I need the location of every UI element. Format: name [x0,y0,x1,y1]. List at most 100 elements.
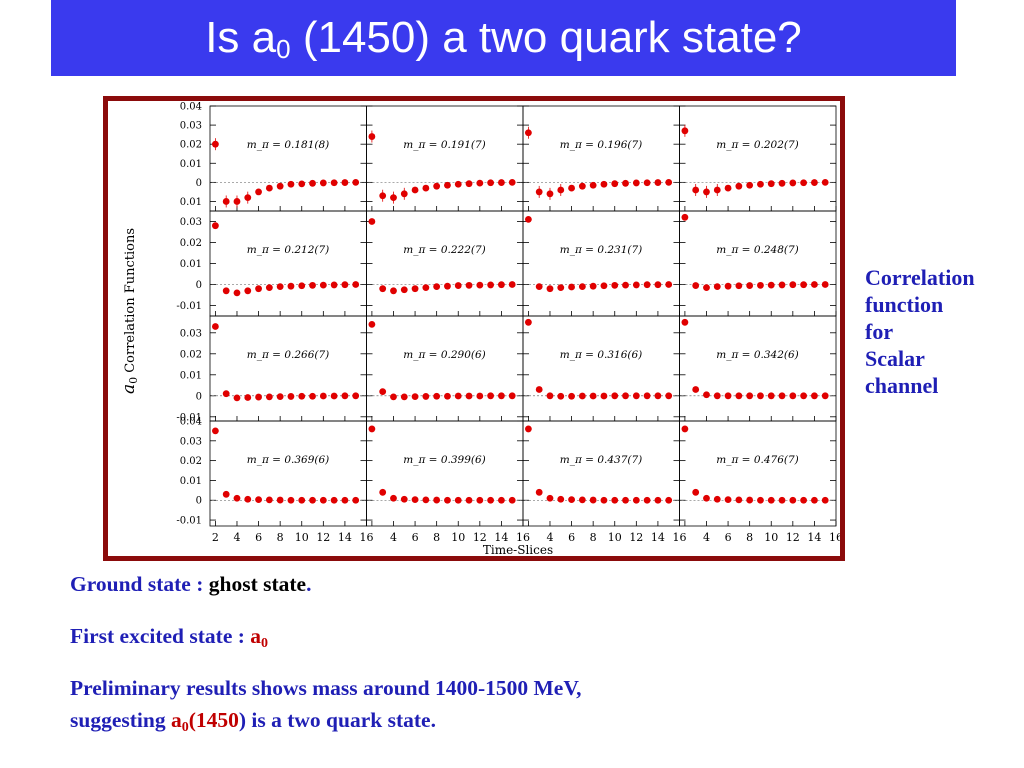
data-point [287,282,295,290]
x-tick-label: 6 [412,531,419,544]
side-note-line: channel [865,373,939,398]
data-point [476,281,484,289]
data-point [757,392,764,400]
data-point [735,282,743,290]
data-point [681,425,689,433]
data-point [287,496,295,504]
x-tick-label: 6 [725,531,732,544]
x-tick-label: 14 [807,531,821,544]
pion-mass-label: m_π = 0.437(7) [560,454,643,466]
pion-mass-label: m_π = 0.342(6) [716,349,799,361]
data-point [390,494,397,502]
x-tick-label: 4 [546,531,553,544]
data-point [611,180,619,188]
data-point [233,494,241,502]
data-point [309,392,316,400]
data-point [244,287,252,295]
data-point [330,179,338,187]
data-point [724,184,732,192]
data-point [757,496,764,504]
data-point [508,178,516,186]
panel-frame [366,105,524,212]
panel-frame [679,105,837,212]
data-point [811,392,818,400]
prelim-prefix: suggesting [70,708,171,732]
data-point [568,283,575,291]
data-point [244,495,252,503]
pion-mass-label: m_π = 0.399(6) [403,454,486,466]
data-point [746,392,754,400]
title-suffix: (1450) a two quark state? [290,13,802,62]
data-point [622,392,629,400]
data-point [487,179,495,187]
x-tick-label: 6 [255,531,262,544]
data-point [622,179,629,187]
y-tick-label: 0.01 [180,476,202,487]
data-point [476,392,484,400]
data-point [568,392,575,400]
data-point [724,496,732,504]
data-point [789,179,797,187]
y-tick-label: 0.03 [180,328,202,339]
data-point [433,392,441,400]
data-point [681,213,689,221]
side-note-line: Correlation [865,265,975,290]
data-point [411,393,419,401]
data-point [632,281,640,289]
data-point [665,496,673,504]
data-point [465,392,473,400]
y-tick-label: 0.01 [180,370,202,381]
data-point [800,392,808,400]
data-point [465,281,473,289]
data-point [713,186,721,194]
x-tick-label: 10 [451,531,465,544]
data-point [368,218,376,225]
data-point [244,194,252,202]
data-point [821,392,829,400]
data-point [789,281,797,289]
x-tick-label: 6 [568,531,575,544]
panel-frame [522,420,680,527]
y-tick-label: 0 [196,496,202,507]
data-point [233,198,241,205]
data-point [400,190,408,198]
data-point [622,281,629,289]
prelim-paren: (1450 [188,708,239,732]
side-note-line: Scalar [865,346,925,371]
y-tick-label: 0.03 [180,121,202,132]
data-point [692,386,700,393]
data-point [298,180,306,188]
x-tick-label: 4 [703,531,710,544]
data-point [330,496,338,504]
panel-frame [522,210,680,317]
data-point [298,496,306,504]
panel-frame [522,315,680,422]
data-point [211,222,219,230]
data-point [643,496,651,504]
excited-state-note: First excited state : a0 [70,624,268,651]
preliminary-line-2: suggesting a0(1450) is a two quark state… [70,708,436,735]
pion-mass-label: m_π = 0.290(6) [403,349,486,361]
data-point [211,323,219,330]
x-tick-label: 16 [516,531,530,544]
data-point [578,496,586,504]
data-point [746,181,754,189]
data-point [767,496,775,504]
data-point [476,496,484,504]
data-point [632,179,640,187]
data-point [255,496,262,504]
data-point [546,190,554,198]
data-point [713,283,721,290]
data-point [265,284,273,292]
title-prefix: Is a [205,13,277,62]
data-point [498,281,505,289]
x-tick-label: 16 [360,531,374,544]
data-point [546,494,554,502]
data-point [524,318,532,326]
data-point [400,495,408,503]
data-point [244,394,252,401]
data-point [444,496,451,504]
data-point [654,392,662,400]
correlation-figure: 0.04 0.03 0.02 0.01 0 0.01 0.03 0.02 0.01 0 -0.01 0… [103,96,845,561]
panel-frame [366,420,524,527]
